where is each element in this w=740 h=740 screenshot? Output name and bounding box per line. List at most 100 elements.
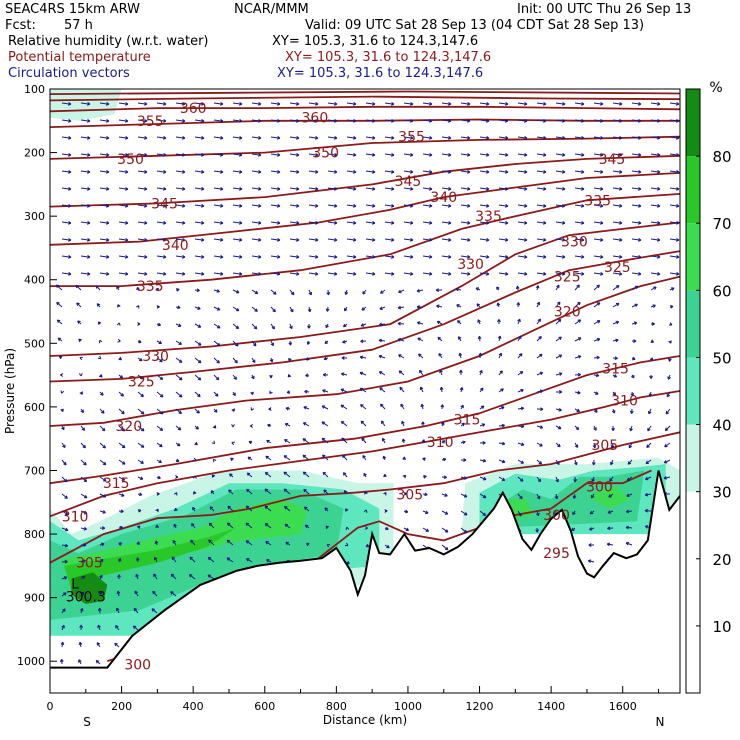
theta-contour-330 xyxy=(50,221,680,357)
vector-arrow xyxy=(175,153,186,157)
vector-arrow xyxy=(378,338,386,343)
vector-arrow xyxy=(175,221,186,225)
vector-arrow xyxy=(663,459,671,464)
vector-arrow xyxy=(441,170,452,174)
vector-arrow xyxy=(137,136,148,140)
vector-arrow xyxy=(439,369,443,376)
vector-arrow xyxy=(80,187,91,191)
vector-arrow xyxy=(174,507,178,512)
vector-arrow xyxy=(536,425,544,429)
vector-arrow xyxy=(60,408,64,413)
vector-arrow xyxy=(137,374,144,380)
vector-arrow xyxy=(479,423,486,427)
vector-arrow xyxy=(397,321,405,326)
vector-arrow xyxy=(498,221,509,225)
vector-arrow xyxy=(422,474,427,479)
vector-arrow xyxy=(212,425,217,429)
vector-arrow xyxy=(264,523,272,529)
vector-arrow xyxy=(555,238,566,242)
vector-arrow xyxy=(137,492,143,497)
vector-arrow xyxy=(441,457,447,462)
vector-arrow xyxy=(669,187,680,191)
vector-arrow xyxy=(58,355,63,360)
vector-arrow xyxy=(99,187,110,191)
vector-arrow xyxy=(61,221,72,225)
vector-arrow xyxy=(97,355,102,360)
vector-arrow xyxy=(245,558,253,563)
vector-arrow xyxy=(99,272,110,276)
theta-label: 300 xyxy=(543,508,570,524)
vector-arrow xyxy=(479,510,487,516)
vector-arrow xyxy=(264,505,272,512)
vector-arrow xyxy=(384,272,395,276)
vector-arrow xyxy=(213,374,220,381)
vector-arrow xyxy=(498,423,505,428)
vector-arrow xyxy=(422,527,430,532)
vector-arrow xyxy=(574,390,581,395)
vector-arrow xyxy=(60,641,65,648)
vector-arrow xyxy=(574,255,585,259)
vector-arrow xyxy=(536,153,547,157)
vector-arrow xyxy=(156,272,167,276)
vector-arrow xyxy=(324,507,329,512)
vector-arrow xyxy=(593,284,600,291)
vector-arrow xyxy=(99,119,110,123)
vector-arrow xyxy=(289,221,300,225)
vector-arrow xyxy=(610,442,615,449)
vector-arrow xyxy=(536,318,541,325)
x-axis-title: Distance (km) xyxy=(323,713,407,727)
vector-arrow xyxy=(517,238,528,242)
vector-arrow xyxy=(422,136,433,140)
vector-arrow xyxy=(382,437,386,444)
vector-arrow xyxy=(308,102,319,106)
vector-arrow xyxy=(194,391,201,398)
vector-arrow xyxy=(612,187,623,191)
vector-arrow xyxy=(555,459,560,466)
vector-arrow xyxy=(422,272,433,276)
vector-arrow xyxy=(498,388,504,393)
vector-arrow xyxy=(498,136,509,140)
vector-arrow xyxy=(210,490,215,495)
x-tick-label: 1400 xyxy=(537,700,565,713)
vector-arrow xyxy=(303,506,310,512)
vector-arrow xyxy=(321,421,329,427)
vector-arrow xyxy=(99,391,104,396)
vector-arrow xyxy=(80,543,87,547)
vector-arrow xyxy=(365,153,376,157)
vector-arrow xyxy=(418,353,424,359)
low-value-label: 300.3 xyxy=(66,589,106,605)
vector-arrow xyxy=(498,459,506,464)
vector-arrow xyxy=(436,304,443,309)
vector-arrow xyxy=(95,285,101,291)
vector-arrow xyxy=(55,284,63,291)
vector-arrow xyxy=(156,442,163,448)
theta-label: 310 xyxy=(427,435,454,451)
vector-arrow xyxy=(80,255,91,259)
vector-arrow xyxy=(360,404,367,410)
vector-arrow xyxy=(517,493,523,500)
vector-arrow xyxy=(245,522,253,529)
vector-arrow xyxy=(135,557,140,563)
x-tick-label: 400 xyxy=(183,700,204,713)
vector-arrow xyxy=(136,541,141,546)
theta-label: 360 xyxy=(180,101,207,117)
vector-arrow xyxy=(612,285,620,291)
vector-arrow xyxy=(479,493,487,499)
vector-arrow xyxy=(151,608,158,614)
vector-arrow xyxy=(384,255,395,259)
vector-arrow xyxy=(284,523,291,529)
vector-arrow xyxy=(612,391,617,396)
vector-arrow xyxy=(61,136,72,140)
vector-arrow xyxy=(460,527,468,534)
vector-arrow xyxy=(99,510,106,514)
vector-arrow xyxy=(401,438,406,444)
vector-arrow xyxy=(156,204,167,208)
vector-arrow xyxy=(156,475,161,480)
vector-arrow xyxy=(118,425,126,432)
vector-arrow xyxy=(669,102,680,106)
vector-arrow xyxy=(267,423,272,428)
vector-arrow xyxy=(631,285,639,291)
vector-arrow xyxy=(378,354,386,359)
theta-label: 350 xyxy=(117,152,144,168)
vector-arrow xyxy=(156,492,160,496)
